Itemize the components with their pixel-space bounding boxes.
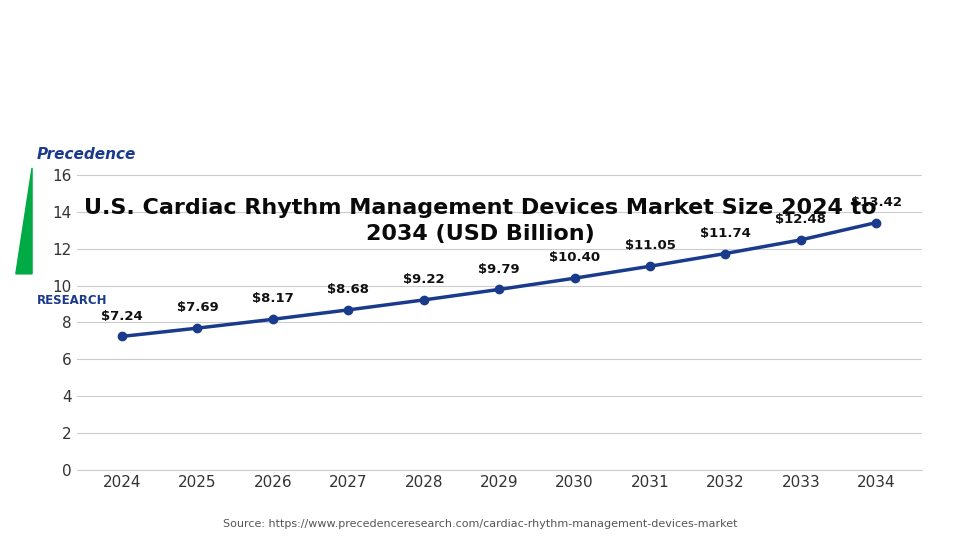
Text: Precedence: Precedence [37, 147, 136, 162]
Text: $11.74: $11.74 [700, 227, 751, 240]
Text: $9.22: $9.22 [403, 273, 444, 286]
Text: $9.79: $9.79 [478, 262, 520, 275]
Text: $7.24: $7.24 [101, 309, 143, 322]
Text: $11.05: $11.05 [625, 239, 676, 252]
Text: $12.48: $12.48 [776, 213, 827, 226]
Text: $8.68: $8.68 [327, 283, 370, 296]
Text: RESEARCH: RESEARCH [37, 294, 108, 307]
Text: Source: https://www.precedenceresearch.com/cardiac-rhythm-management-devices-mar: Source: https://www.precedenceresearch.c… [223, 519, 737, 529]
Text: U.S. Cardiac Rhythm Management Devices Market Size 2024 to
2034 (USD Billion): U.S. Cardiac Rhythm Management Devices M… [84, 198, 876, 244]
Text: $8.17: $8.17 [252, 292, 294, 306]
Text: $7.69: $7.69 [177, 301, 218, 314]
Text: $10.40: $10.40 [549, 251, 600, 264]
Polygon shape [15, 168, 32, 274]
Text: $13.42: $13.42 [851, 195, 901, 208]
